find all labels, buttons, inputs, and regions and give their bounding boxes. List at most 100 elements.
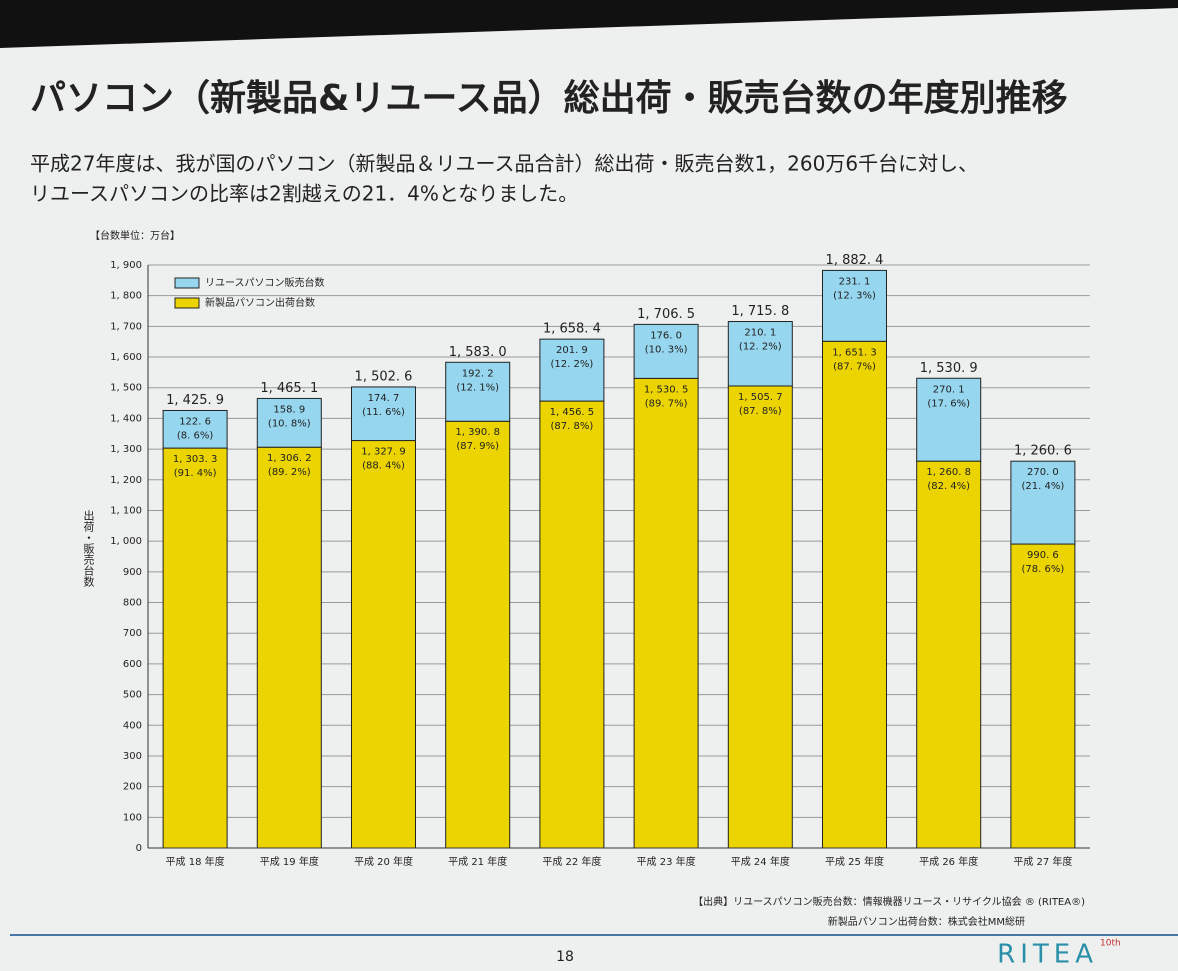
bar-segment — [917, 461, 981, 848]
value-label: 192. 2 — [462, 368, 494, 379]
y-tick-label: 300 — [123, 751, 142, 762]
value-label: 1, 456. 5 — [550, 407, 595, 418]
y-tick-label: 1, 900 — [110, 260, 142, 271]
share-label: (12. 3%) — [833, 290, 876, 301]
title: パソコン（新製品&リユース品）総出荷・販売台数の年度別推移 — [30, 78, 1068, 119]
total-label: 1, 425. 9 — [166, 393, 224, 408]
share-label: (17. 6%) — [927, 398, 970, 409]
share-label: (87. 8%) — [551, 421, 594, 432]
value-label: 1, 651. 3 — [832, 347, 877, 358]
bar-segment — [634, 378, 698, 848]
x-tick-label: 平成 23 年度 — [637, 855, 696, 868]
share-label: (82. 4%) — [927, 481, 970, 492]
y-tick-label: 400 — [123, 720, 142, 731]
x-tick-label: 平成 19 年度 — [260, 855, 319, 868]
value-label: 1, 327. 9 — [361, 447, 406, 458]
source: 新製品パソコン出荷台数：株式会社MM総研 — [828, 915, 1025, 928]
total-label: 1, 715. 8 — [731, 304, 789, 319]
subtitle: リユースパソコンの比率は2割越えの21．4%となりました。 — [30, 182, 578, 206]
value-label: 122. 6 — [179, 416, 211, 427]
y-tick-label: 1, 400 — [110, 413, 142, 424]
legend-label: リユースパソコン販売台数 — [205, 276, 325, 289]
x-tick-label: 平成 24 年度 — [731, 855, 790, 868]
x-tick-label: 平成 20 年度 — [354, 855, 413, 868]
source: 【出典】リユースパソコン販売台数：情報機器リユース・リサイクル協会 ® (RIT… — [693, 895, 1085, 908]
total-label: 1, 706. 5 — [637, 307, 695, 322]
y-tick-label: 1, 700 — [110, 321, 142, 332]
value-label: 210. 1 — [744, 328, 776, 339]
share-label: (87. 8%) — [739, 406, 782, 417]
y-tick-label: 1, 100 — [110, 505, 142, 516]
share-label: (89. 7%) — [645, 398, 688, 409]
y-tick-label: 600 — [123, 659, 142, 670]
total-label: 1, 658. 4 — [543, 322, 601, 337]
value-label: 1, 303. 3 — [173, 454, 218, 465]
y-tick-label: 1, 800 — [110, 291, 142, 302]
value-label: 231. 1 — [839, 276, 871, 287]
value-label: 1, 260. 8 — [926, 467, 971, 478]
unit-note: 【台数単位：万台】 — [90, 229, 180, 242]
y-tick-label: 1, 300 — [110, 444, 142, 455]
bar-segment — [352, 441, 416, 848]
y-tick-label: 200 — [123, 782, 142, 793]
share-label: (78. 6%) — [1022, 564, 1065, 575]
value-label: 1, 306. 2 — [267, 453, 312, 464]
bar-segment — [446, 421, 510, 848]
bar-segment — [728, 386, 792, 848]
slide: パソコン（新製品&リユース品）総出荷・販売台数の年度別推移 平成27年度は、我が… — [0, 0, 1178, 971]
y-axis-label: 出荷・販売台数 — [82, 509, 95, 588]
share-label: (10. 3%) — [645, 344, 688, 355]
share-label: (11. 6%) — [362, 407, 405, 418]
legend-swatch — [175, 278, 199, 288]
share-label: (21. 4%) — [1022, 481, 1065, 492]
page-number: 18 — [556, 949, 574, 965]
y-tick-label: 1, 000 — [110, 536, 142, 547]
x-tick-label: 平成 22 年度 — [542, 855, 601, 868]
y-tick-label: 1, 500 — [110, 383, 142, 394]
x-tick-label: 平成 27 年度 — [1013, 855, 1072, 868]
y-tick-label: 1, 200 — [110, 475, 142, 486]
share-label: (91. 4%) — [174, 468, 217, 479]
logo: RITEA — [997, 940, 1098, 970]
share-label: (87. 9%) — [456, 441, 499, 452]
value-label: 270. 1 — [933, 384, 965, 395]
y-tick-label: 1, 600 — [110, 352, 142, 363]
share-label: (88. 4%) — [362, 461, 405, 472]
x-tick-label: 平成 21 年度 — [448, 855, 507, 868]
value-label: 201. 9 — [556, 345, 588, 356]
y-tick-label: 0 — [136, 843, 142, 854]
x-tick-label: 平成 26 年度 — [919, 855, 978, 868]
y-tick-label: 900 — [123, 567, 142, 578]
total-label: 1, 530. 9 — [920, 361, 978, 376]
x-tick-label: 平成 18 年度 — [166, 855, 225, 868]
logo-mark: 10th — [1100, 939, 1121, 949]
bar-segment — [823, 341, 887, 848]
share-label: (12. 1%) — [456, 382, 499, 393]
x-tick-label: 平成 25 年度 — [825, 855, 884, 868]
value-label: 1, 505. 7 — [738, 392, 783, 403]
bar-segment — [1011, 544, 1075, 848]
value-label: 176. 0 — [650, 330, 682, 341]
share-label: (8. 6%) — [177, 430, 213, 441]
share-label: (87. 7%) — [833, 361, 876, 372]
bar-segment — [163, 448, 227, 848]
share-label: (89. 2%) — [268, 467, 311, 478]
total-label: 1, 260. 6 — [1014, 444, 1072, 459]
value-label: 1, 530. 5 — [644, 384, 689, 395]
y-tick-label: 700 — [123, 628, 142, 639]
legend-swatch — [175, 298, 199, 308]
value-label: 158. 9 — [273, 404, 305, 415]
value-label: 174. 7 — [368, 393, 400, 404]
share-label: (12. 2%) — [739, 342, 782, 353]
subtitle: 平成27年度は、我が国のパソコン（新製品＆リユース品合計）総出荷・販売台数1，2… — [30, 152, 978, 176]
y-tick-label: 500 — [123, 690, 142, 701]
total-label: 1, 465. 1 — [260, 381, 318, 396]
total-label: 1, 502. 6 — [355, 369, 413, 384]
value-label: 990. 6 — [1027, 550, 1059, 561]
y-tick-label: 800 — [123, 598, 142, 609]
bar-segment — [257, 447, 321, 848]
total-label: 1, 583. 0 — [449, 345, 507, 360]
legend-label: 新製品パソコン出荷台数 — [205, 296, 315, 309]
total-label: 1, 882. 4 — [826, 253, 884, 268]
value-label: 1, 390. 8 — [455, 427, 500, 438]
